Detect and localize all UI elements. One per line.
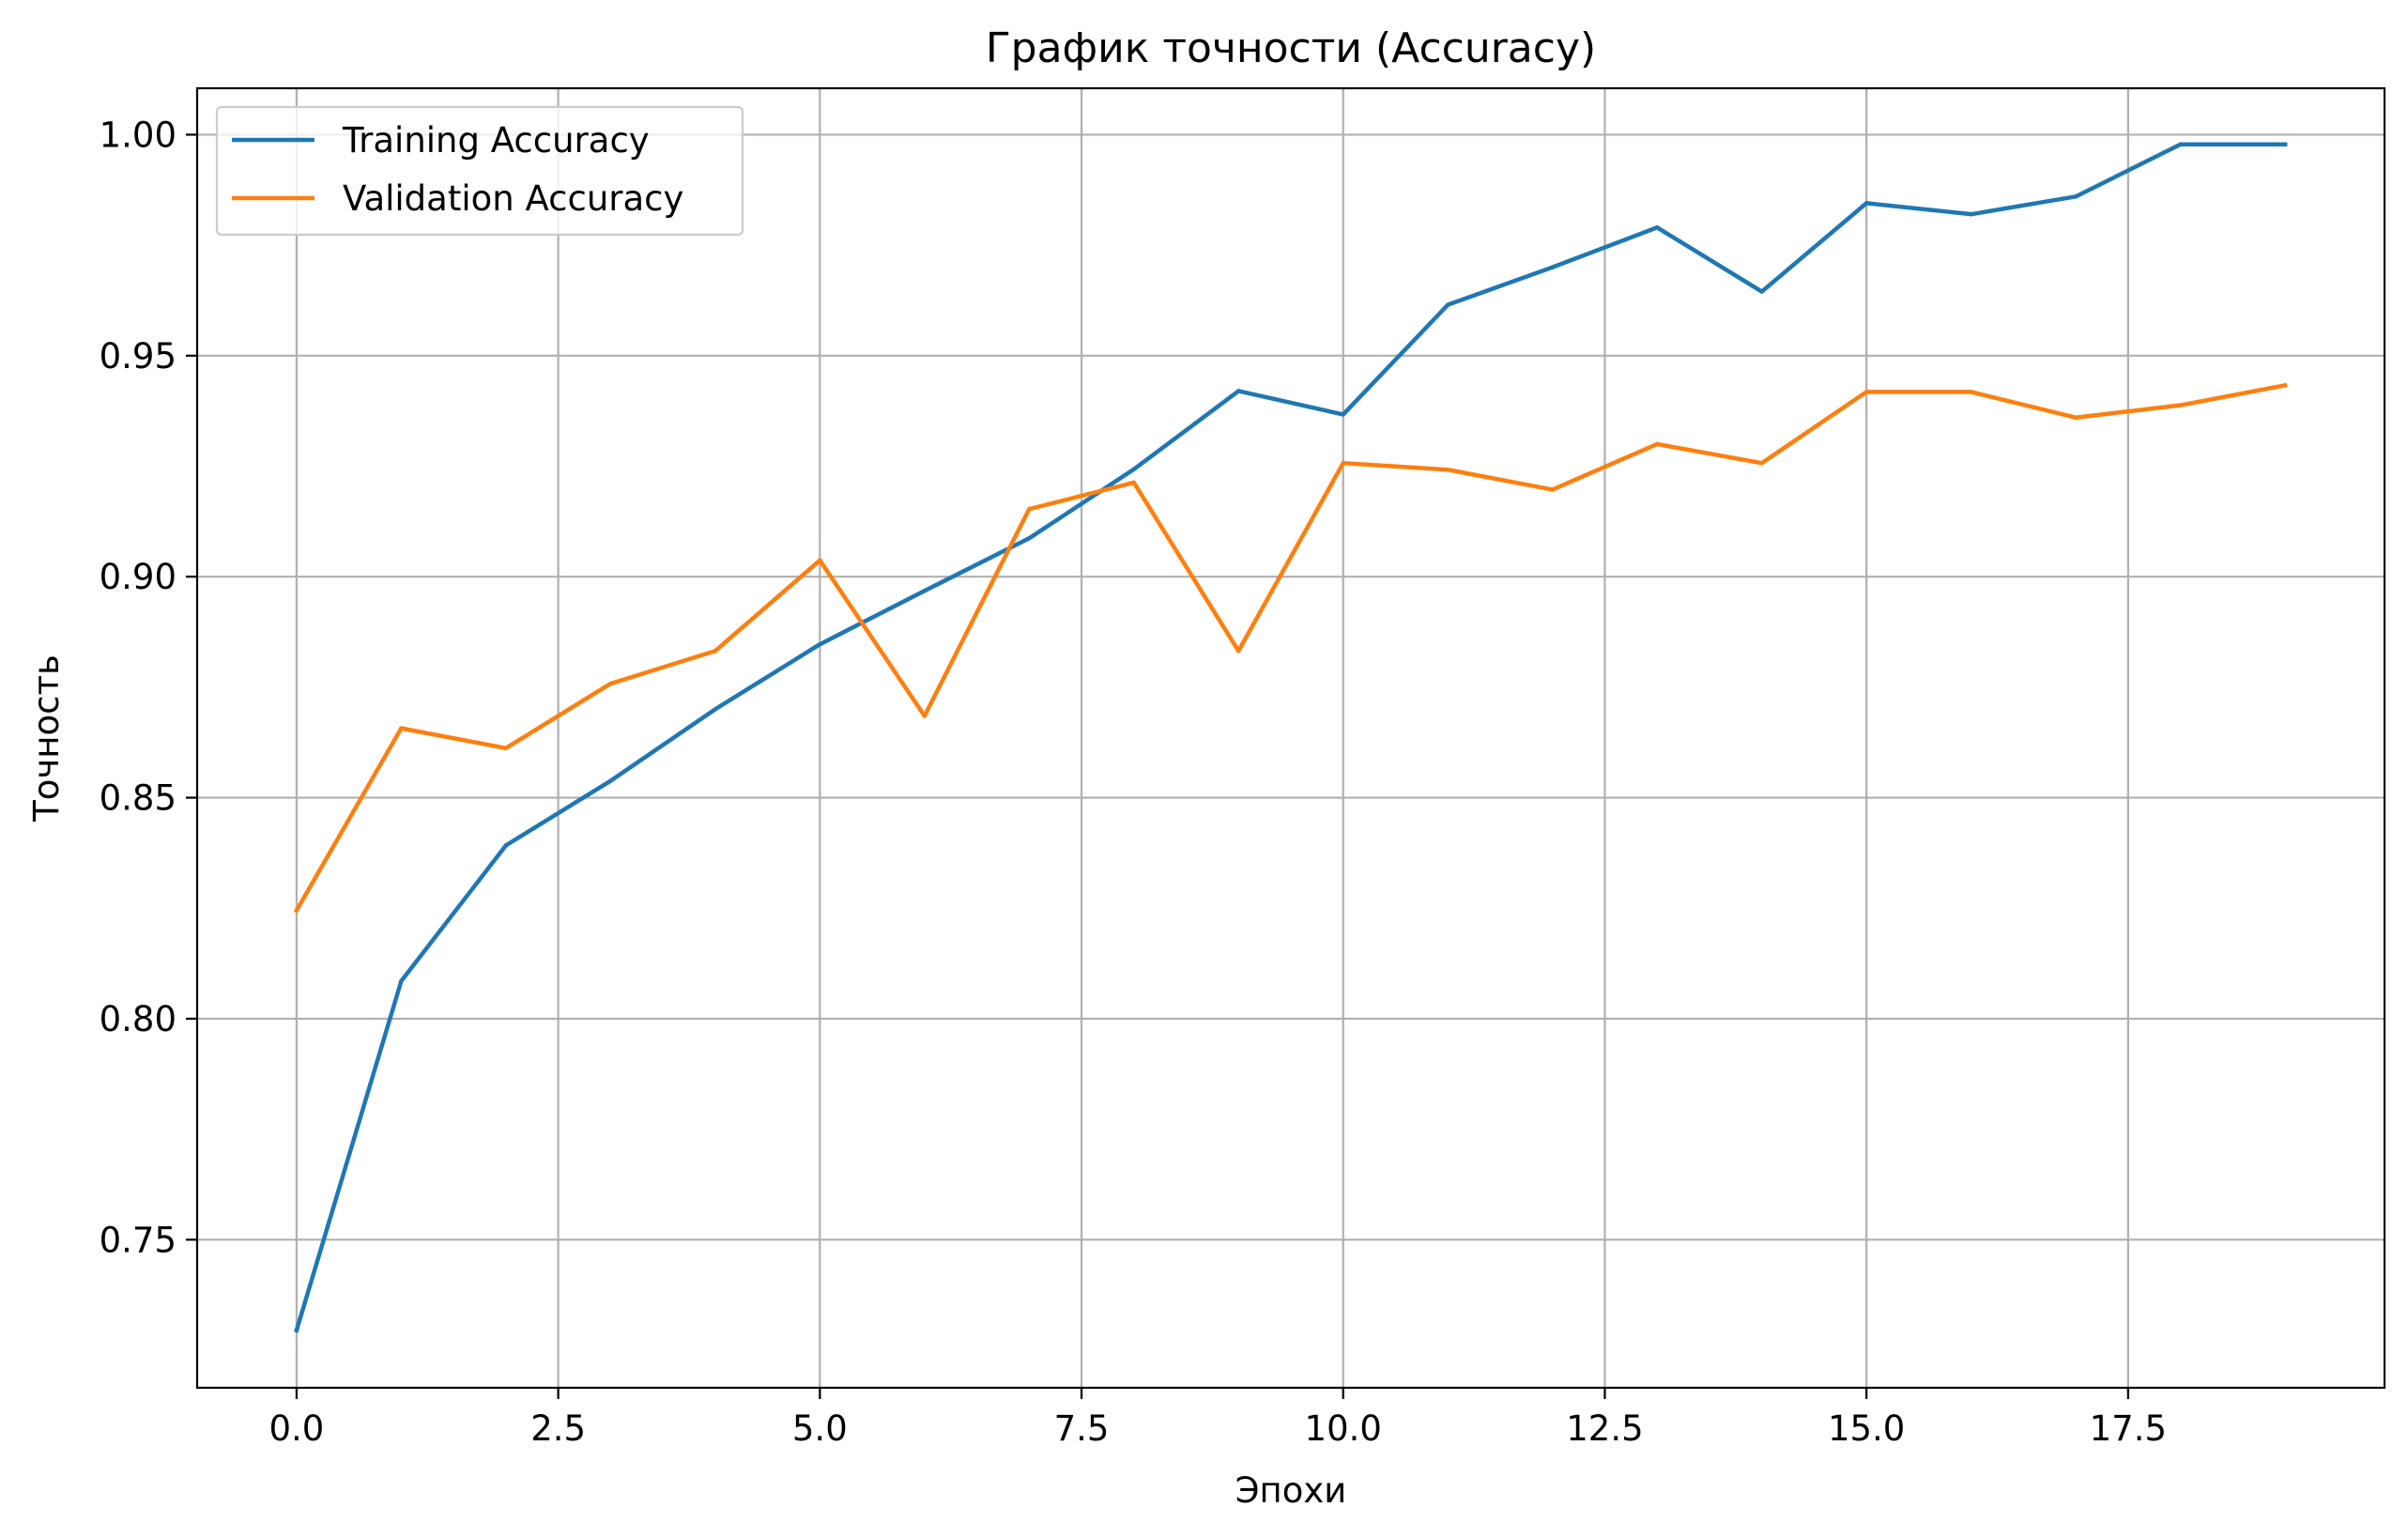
training-accuracy-point (1969, 211, 1973, 217)
training-accuracy-point (713, 707, 718, 712)
x-tick-label: 2.5 (530, 1408, 586, 1449)
x-tick-label: 7.5 (1054, 1408, 1110, 1449)
x-tick-label: 15.0 (1828, 1408, 1905, 1449)
training-accuracy-point (608, 778, 613, 783)
validation-accuracy-point (399, 726, 404, 731)
training-accuracy-point (1759, 289, 1764, 294)
validation-accuracy-point (1759, 460, 1764, 466)
validation-accuracy-point (1550, 487, 1556, 492)
validation-accuracy-line (293, 382, 2288, 914)
training-accuracy-point (1654, 224, 1660, 230)
validation-accuracy-point (2178, 403, 2183, 408)
validation-accuracy-point (818, 558, 822, 563)
validation-accuracy-point (1235, 648, 1241, 654)
x-tick-label: 10.0 (1305, 1408, 1382, 1449)
training-accuracy-point (1445, 302, 1450, 307)
y-tick-label: 0.75 (100, 1220, 176, 1260)
training-accuracy-point (2282, 142, 2288, 147)
validation-accuracy-point (2282, 383, 2288, 388)
training-accuracy-point (1131, 467, 1137, 472)
y-tick-label: 0.80 (100, 999, 176, 1039)
validation-accuracy-point (503, 746, 509, 751)
training-accuracy-point (1026, 535, 1032, 541)
x-tick-label: 5.0 (792, 1408, 848, 1449)
validation-accuracy-point (1026, 506, 1032, 512)
legend-box (215, 105, 744, 237)
grid (197, 88, 2385, 1388)
x-tick-label: 12.5 (1566, 1408, 1643, 1449)
validation-accuracy-point (608, 681, 613, 686)
chart-title: График точности (Accuracy) (986, 24, 1596, 72)
x-tick-label: 17.5 (2090, 1408, 2167, 1449)
ticks: 0.0 2.5 5.0 7.5 10.0 12.5 15.0 17.5 0.75 0.80 0.85… (100, 115, 2167, 1449)
validation-accuracy-point (2073, 415, 2078, 421)
training-accuracy-point (922, 588, 928, 593)
training-accuracy-point (1864, 201, 1869, 206)
validation-accuracy-point (294, 908, 299, 913)
validation-accuracy-point (1864, 390, 1869, 394)
training-accuracy-point (818, 641, 822, 647)
training-accuracy-point (399, 978, 404, 984)
training-accuracy-point (2178, 142, 2183, 147)
training-accuracy-point (1341, 412, 1346, 417)
legend-label-training: Training Accuracy (342, 120, 650, 161)
series-layer (293, 142, 2288, 1333)
x-axis-label: Эпохи (1235, 1470, 1347, 1511)
y-axis-label: Точность (26, 654, 67, 823)
x-tick-label: 0.0 (268, 1408, 324, 1449)
legend: Training Accuracy Validation Accuracy (215, 105, 744, 237)
validation-accuracy-point (1445, 467, 1450, 472)
validation-accuracy-point (1131, 480, 1137, 485)
training-accuracy-point (503, 843, 509, 848)
legend-label-validation: Validation Accuracy (343, 178, 683, 219)
validation-accuracy-point (1654, 441, 1660, 447)
y-tick-label: 0.90 (100, 557, 176, 597)
y-tick-label: 0.85 (100, 778, 176, 819)
training-accuracy-line (294, 142, 2288, 1333)
y-tick-label: 0.95 (100, 336, 176, 377)
validation-accuracy-point (1969, 390, 1973, 394)
training-accuracy-point (294, 1328, 299, 1333)
training-accuracy-point (1550, 265, 1556, 269)
plot-frame (195, 86, 2386, 1390)
validation-accuracy-point (1341, 460, 1346, 466)
training-accuracy-point (2073, 194, 2078, 199)
training-accuracy-point (1235, 389, 1241, 393)
y-tick-label: 1.00 (100, 115, 176, 155)
validation-accuracy-point (922, 714, 928, 718)
validation-accuracy-point (713, 648, 718, 654)
